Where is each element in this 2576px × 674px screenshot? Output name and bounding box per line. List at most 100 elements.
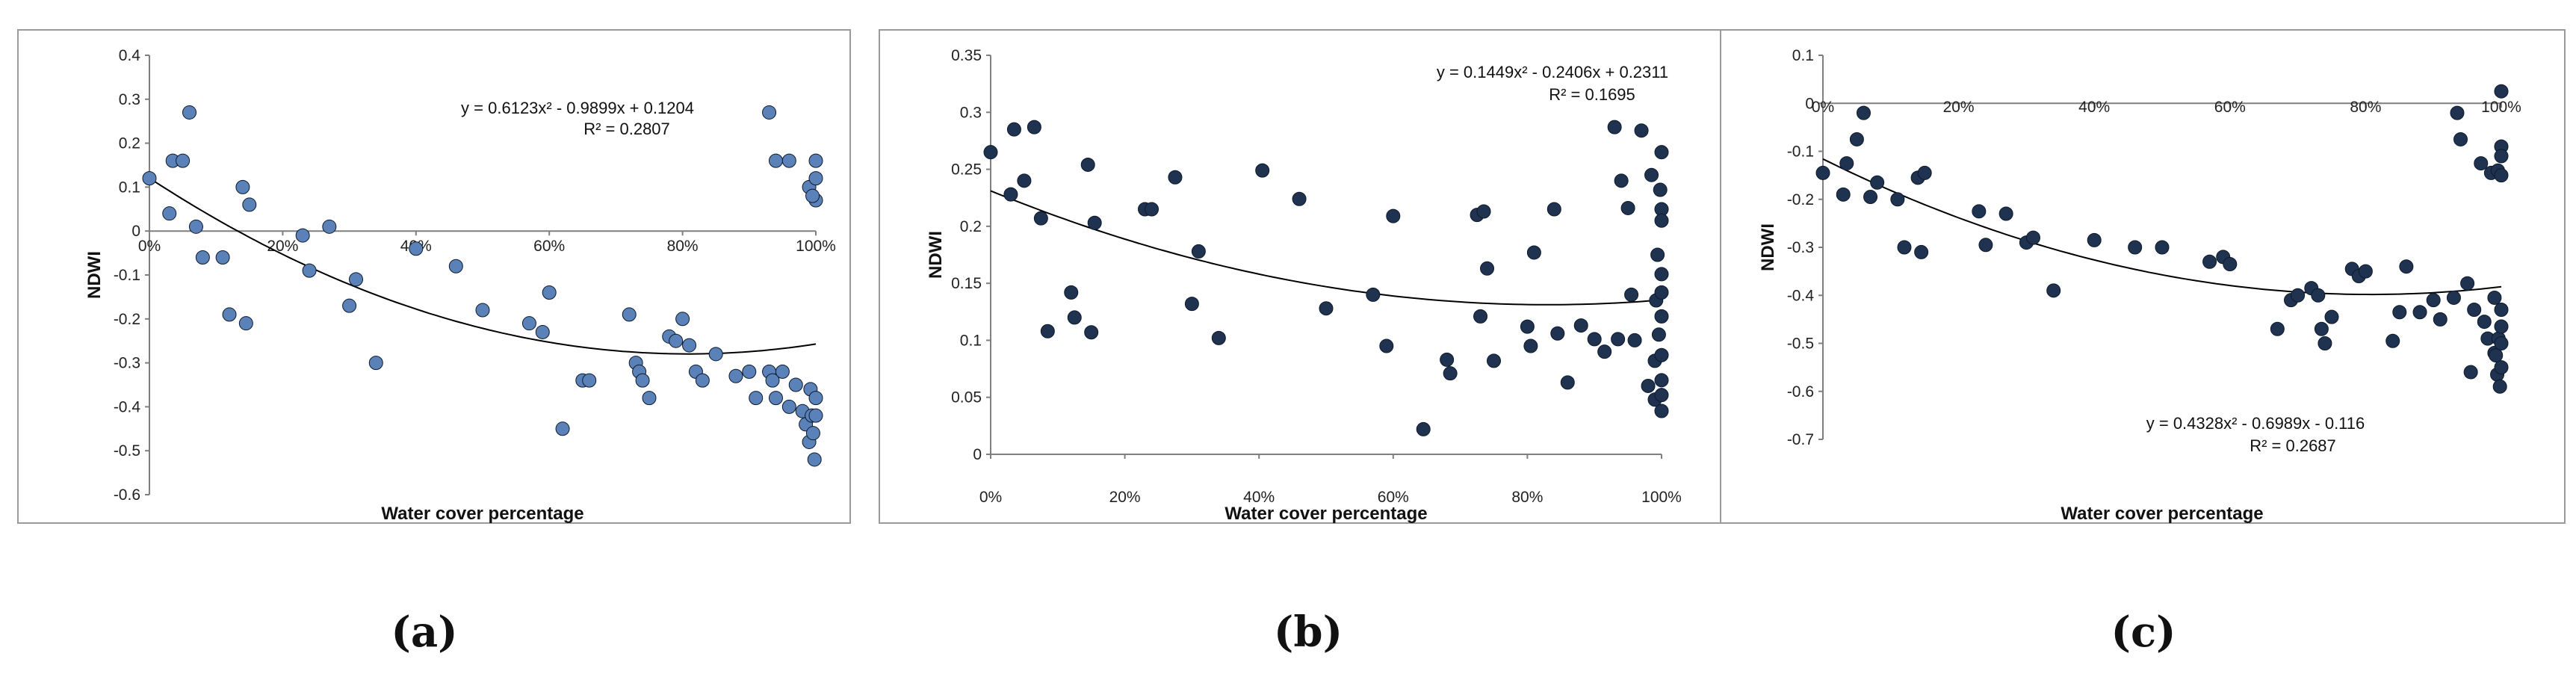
data-point xyxy=(2453,132,2468,146)
x-tick-label: 60% xyxy=(533,238,565,255)
data-point xyxy=(2477,315,2492,330)
r-squared-label: R² = 0.2807 xyxy=(583,120,670,138)
data-point xyxy=(2494,149,2509,164)
data-point xyxy=(1654,404,1669,418)
data-point xyxy=(2270,321,2285,336)
data-point xyxy=(807,452,822,467)
x-tick-label: 0% xyxy=(1812,99,1834,116)
trendline-equation: y = 0.6123x² - 0.9899x + 0.1204 xyxy=(461,99,694,117)
data-point xyxy=(2399,259,2414,274)
x-tick-label: 100% xyxy=(796,238,836,255)
data-point xyxy=(1587,332,1602,347)
data-point xyxy=(1476,204,1491,219)
data-point xyxy=(768,153,783,168)
data-point xyxy=(2314,321,2329,336)
trendline xyxy=(1822,158,2502,296)
data-point xyxy=(805,426,820,441)
data-point xyxy=(805,188,820,203)
data-point xyxy=(1651,327,1666,342)
data-point xyxy=(808,153,823,168)
data-point xyxy=(242,197,257,212)
data-point xyxy=(808,171,823,186)
data-point xyxy=(1017,173,1032,188)
data-point xyxy=(1006,122,1021,137)
data-point xyxy=(2494,319,2509,334)
data-point xyxy=(808,408,823,423)
data-point xyxy=(142,171,157,186)
data-point xyxy=(775,364,790,379)
y-tick-label: -0.3 xyxy=(114,355,140,372)
data-point xyxy=(1033,211,1048,226)
data-point xyxy=(1998,206,2013,221)
y-tick-label: 0.4 xyxy=(119,47,141,64)
data-point xyxy=(1978,238,1993,253)
data-point xyxy=(765,373,780,388)
x-axis-title: Water cover percentage xyxy=(1224,504,1427,524)
data-point xyxy=(1614,173,1629,188)
data-point xyxy=(1084,325,1099,340)
data-point xyxy=(555,421,570,436)
y-tick-label: 0.1 xyxy=(119,179,140,196)
chart-frame xyxy=(17,29,851,524)
data-point xyxy=(1087,215,1102,230)
x-tick-label: 100% xyxy=(1641,489,1682,506)
data-point xyxy=(1849,132,1864,146)
data-point xyxy=(1654,347,1669,362)
data-point xyxy=(2474,156,2489,171)
data-point xyxy=(448,259,463,273)
data-point xyxy=(2385,333,2400,348)
data-point xyxy=(1473,309,1488,324)
data-point xyxy=(409,241,424,256)
y-tick-label: 0.2 xyxy=(960,218,982,235)
trendline-equation: y = 0.4328x² - 0.6989x - 0.116 xyxy=(2146,414,2365,433)
data-point xyxy=(695,373,710,388)
y-tick-label: 0.15 xyxy=(951,275,982,292)
data-point xyxy=(542,285,557,300)
data-point xyxy=(2392,305,2407,320)
data-point xyxy=(1917,165,1932,180)
data-point xyxy=(1184,297,1199,312)
data-point xyxy=(322,219,337,234)
trendline xyxy=(990,190,1662,306)
data-point xyxy=(1550,326,1565,341)
data-point xyxy=(1890,192,1905,207)
data-point xyxy=(669,333,684,348)
data-point xyxy=(2492,379,2507,394)
y-tick-label: 0.1 xyxy=(960,332,982,349)
data-point xyxy=(1080,157,1095,172)
data-point xyxy=(781,399,796,414)
data-point xyxy=(2489,348,2504,363)
x-axis-title: Water cover percentage xyxy=(2061,504,2263,524)
data-point xyxy=(1546,202,1561,217)
y-tick-label: 0.05 xyxy=(951,389,982,406)
y-tick-label: -0.5 xyxy=(1787,336,1814,353)
y-tick-label: -0.3 xyxy=(1787,239,1814,256)
data-point xyxy=(1870,175,1885,190)
data-point xyxy=(188,219,203,234)
data-point xyxy=(728,368,743,383)
y-tick-label: -0.6 xyxy=(114,486,140,504)
data-point xyxy=(2412,305,2427,320)
data-point xyxy=(1611,332,1626,347)
data-point xyxy=(708,347,723,362)
data-point xyxy=(1650,247,1665,262)
data-point xyxy=(1607,120,1622,135)
data-point xyxy=(1641,378,1656,393)
y-tick-label: -0.1 xyxy=(1787,143,1814,161)
data-point xyxy=(2223,256,2238,271)
x-tick-label: 80% xyxy=(1511,489,1543,506)
data-point xyxy=(1379,338,1394,353)
data-point xyxy=(1654,373,1669,388)
data-point xyxy=(1654,309,1669,324)
data-point xyxy=(622,307,637,322)
data-point xyxy=(1487,353,1501,368)
y-tick-label: 0 xyxy=(973,446,982,463)
data-point xyxy=(1145,202,1159,217)
data-point xyxy=(1839,156,1854,171)
y-tick-label: 0.35 xyxy=(951,47,982,64)
data-point xyxy=(2318,336,2332,350)
data-point xyxy=(1653,182,1668,197)
data-point xyxy=(1654,388,1669,403)
data-point xyxy=(2324,309,2339,324)
data-point xyxy=(1191,244,1206,259)
